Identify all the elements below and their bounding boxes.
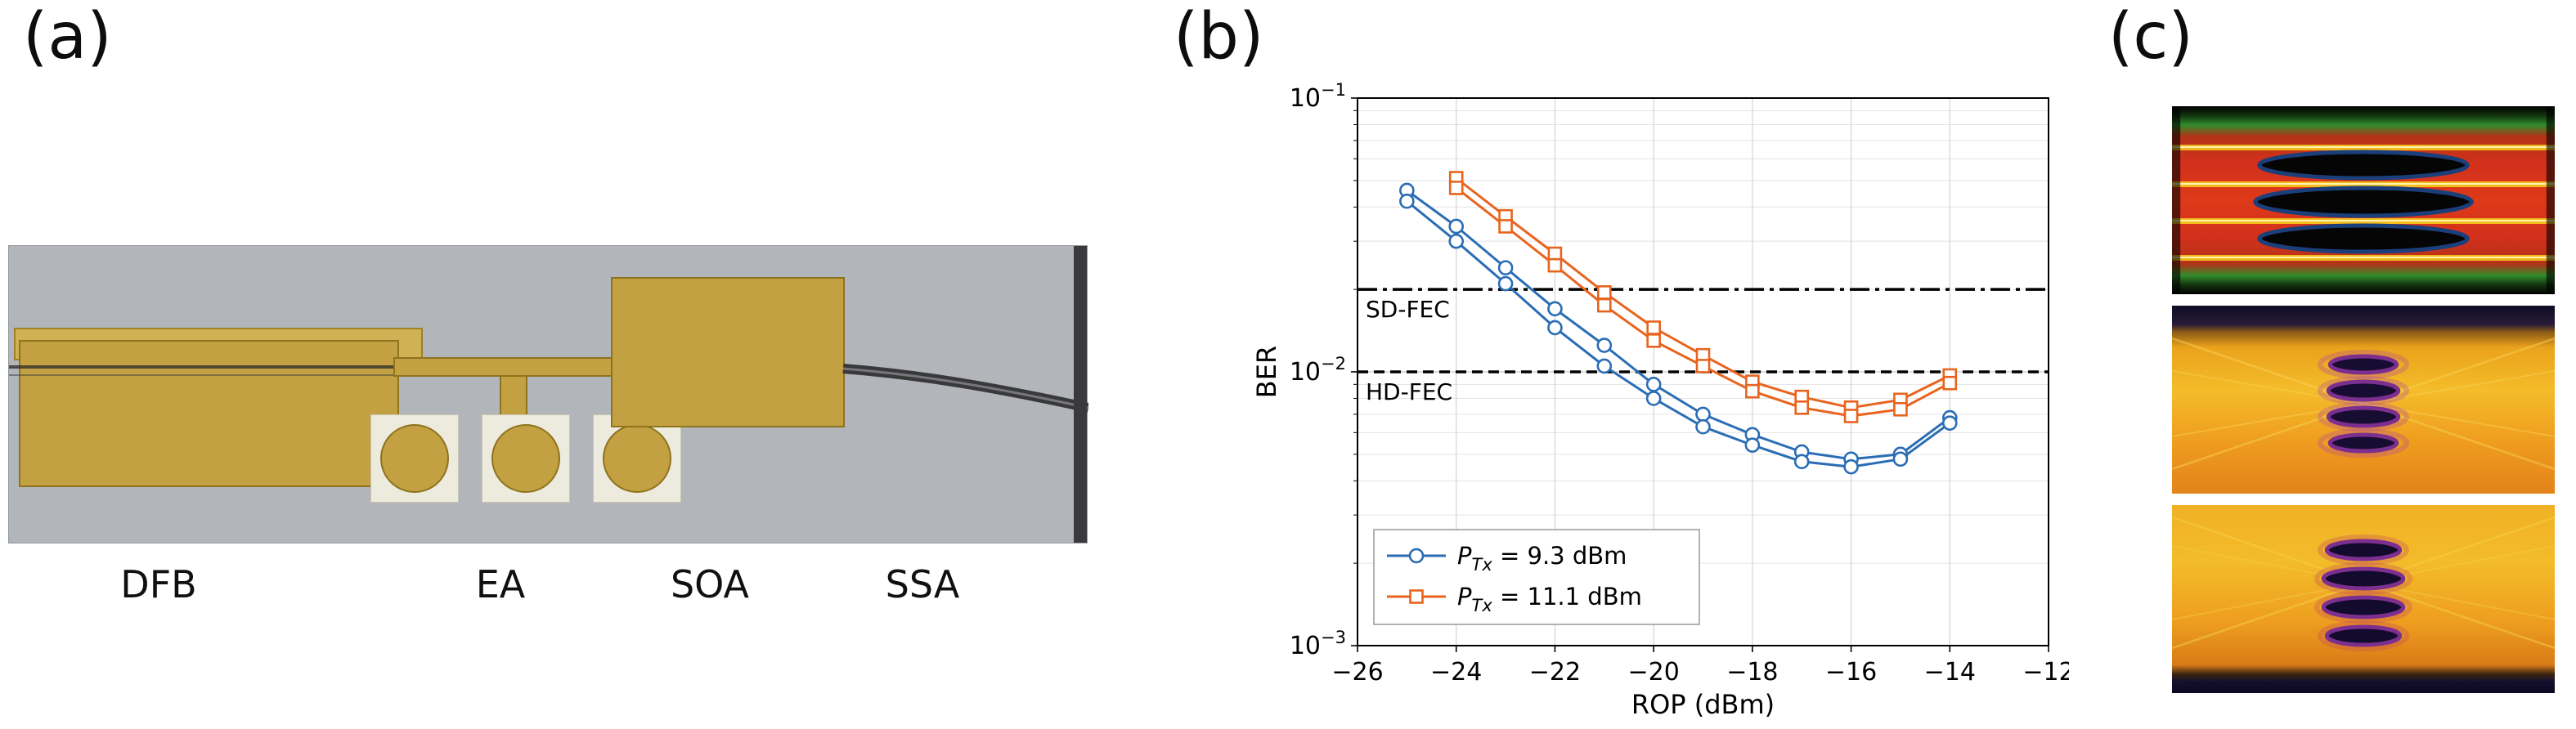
bond-pad-circle (380, 424, 449, 493)
svg-text:HD-FEC: HD-FEC (1366, 378, 1452, 405)
panel-c-label: (c) (2108, 0, 2193, 74)
svg-text:−20: −20 (1627, 658, 1679, 687)
soa-block (611, 277, 845, 427)
eye-diagram-middle (2172, 306, 2555, 494)
svg-text:PTx = 9.3 dBm: PTx = 9.3 dBm (1457, 542, 1627, 575)
eye-diagram-middle-image (2172, 306, 2555, 494)
bond-pad-left (370, 414, 459, 503)
eye-diagram-top (2172, 106, 2555, 294)
dfb-block (19, 340, 399, 487)
label-ssa: SSA (885, 562, 960, 606)
svg-text:−12: −12 (2022, 658, 2069, 687)
eye-diagram-top-image (2172, 106, 2555, 294)
bond-pad-center (482, 414, 570, 503)
panel-b-label: (b) (1174, 0, 1264, 74)
svg-text:−22: −22 (1529, 658, 1581, 687)
svg-text:−24: −24 (1430, 658, 1482, 687)
label-dfb: DFB (120, 562, 197, 606)
eye-diagram-bottom (2172, 505, 2555, 693)
svg-text:10−2: 10−2 (1290, 354, 1346, 387)
svg-text:−18: −18 (1726, 658, 1778, 687)
ber-chart-wrap: SD-FEC HD-FEC −26 −24 −22 −20 −18 −16 −14 −12 10−1… (1243, 78, 2075, 729)
svg-text:SD-FEC: SD-FEC (1366, 296, 1450, 323)
eye-diagram-bottom-image (2172, 505, 2555, 693)
svg-text:−14: −14 (1924, 658, 1976, 687)
panel-a-label: (a) (23, 0, 112, 74)
label-ea: EA (475, 562, 526, 606)
svg-text:PTx = 11.1 dBm: PTx = 11.1 dBm (1457, 583, 1642, 615)
fiber-highlight (842, 367, 1088, 409)
svg-text:−26: −26 (1331, 658, 1383, 687)
bond-pad-circle (491, 424, 560, 493)
eye-diagram-column (2172, 106, 2555, 704)
svg-text:10−3: 10−3 (1290, 628, 1346, 660)
waveguide-line-2 (9, 374, 402, 376)
chip-photo (8, 245, 1088, 543)
svg-text:ROP (dBm): ROP (dBm) (1631, 689, 1775, 720)
fiber (842, 364, 1088, 413)
svg-text:BER: BER (1251, 346, 1282, 398)
svg-text:−16: −16 (1825, 658, 1877, 687)
ber-chart: SD-FEC HD-FEC −26 −24 −22 −20 −18 −16 −14 −12 10−1… (1251, 80, 2075, 720)
chip-right-edge (1074, 246, 1087, 543)
svg-text:10−1: 10−1 (1290, 80, 1346, 113)
fiber-svg (842, 364, 1088, 413)
label-soa: SOA (670, 562, 750, 606)
bond-pad-right (593, 414, 681, 503)
